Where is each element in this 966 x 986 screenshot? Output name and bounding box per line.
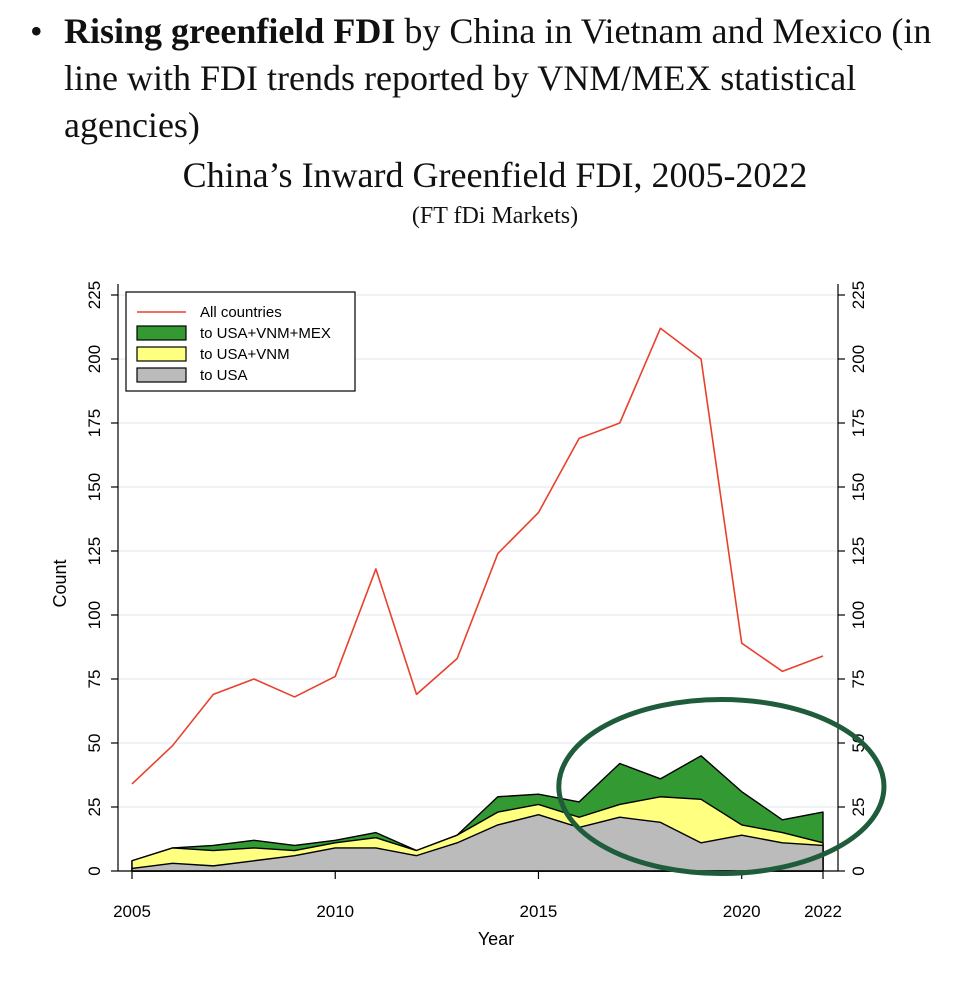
- y-tick-label-right: 25: [849, 798, 868, 817]
- bullet-point: • Rising greenfield FDI by China in Viet…: [30, 8, 955, 149]
- area-to-usa: [131, 813, 824, 872]
- legend-swatch: [136, 346, 187, 362]
- y-tick-label-left: 100: [85, 601, 104, 629]
- line-all-countries: [131, 327, 824, 785]
- x-axis-title: Year: [478, 929, 514, 949]
- y-tick-label-right: 0: [849, 866, 868, 875]
- bullet-bold-text: Rising greenfield FDI: [64, 11, 396, 51]
- x-tick-label: 2020: [723, 902, 761, 921]
- y-tick-label-left: 125: [85, 537, 104, 565]
- y-tick-label-left: 150: [85, 473, 104, 501]
- legend-swatch: [136, 325, 187, 341]
- legend-label: All countries: [200, 304, 282, 321]
- legend-swatch: [136, 367, 187, 383]
- x-tick-label: 2010: [316, 902, 354, 921]
- legend-label: to USA: [200, 367, 248, 384]
- bullet-rest-text: by China in Vietnam and Mexico (in line …: [64, 11, 932, 145]
- y-tick-label-left: 200: [85, 345, 104, 373]
- y-tick-label-left: 25: [85, 798, 104, 817]
- x-tick-label: 2015: [520, 902, 558, 921]
- y-tick-label-left: 75: [85, 670, 104, 689]
- y-tick-label-left: 225: [85, 281, 104, 309]
- legend-label: to USA+VNM+MEX: [200, 325, 331, 342]
- bullet-dot: •: [30, 11, 43, 51]
- legend-label: to USA+VNM: [200, 346, 290, 363]
- y-tick-label-right: 225: [849, 281, 868, 309]
- y-tick-label-right: 200: [849, 345, 868, 373]
- y-tick-label-left: 175: [85, 409, 104, 437]
- y-tick-label-left: 50: [85, 734, 104, 753]
- y-tick-label-right: 175: [849, 409, 868, 437]
- y-tick-label-right: 75: [849, 670, 868, 689]
- y-axis-title: Count: [50, 559, 70, 607]
- highlight-ellipse: [556, 696, 887, 877]
- y-tick-label-right: 100: [849, 601, 868, 629]
- bullet-text: Rising greenfield FDI by China in Vietna…: [64, 8, 955, 149]
- y-tick-label-right: 125: [849, 537, 868, 565]
- y-tick-label-left: 0: [85, 866, 104, 875]
- x-tick-label: 2022: [804, 902, 842, 921]
- chart-subtitle: (FT fDi Markets): [411, 203, 579, 229]
- x-tick-label: 2005: [113, 902, 151, 921]
- chart-title: China’s Inward Greenfield FDI, 2005-2022: [182, 155, 808, 195]
- y-tick-label-right: 150: [849, 473, 868, 501]
